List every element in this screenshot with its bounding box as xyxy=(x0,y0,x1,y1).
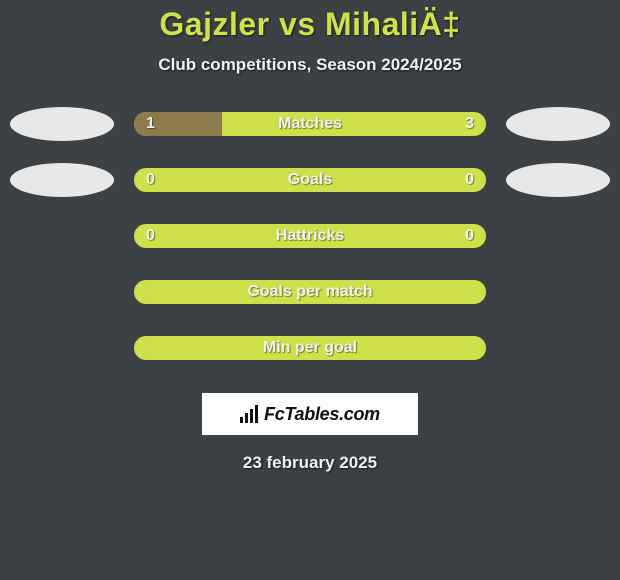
right-player-oval xyxy=(506,163,610,197)
stat-bar: 0 Goals 0 xyxy=(134,168,486,192)
stat-row: 0 Hattricks 0 xyxy=(10,219,610,253)
branding-text: FcTables.com xyxy=(264,404,380,425)
stat-left-value: 1 xyxy=(146,115,155,133)
page-subtitle: Club competitions, Season 2024/2025 xyxy=(0,55,620,75)
stat-row: 1 Matches 3 xyxy=(10,107,610,141)
stat-right-value: 0 xyxy=(465,227,474,245)
stat-label: Matches xyxy=(278,115,342,133)
stat-left-value: 0 xyxy=(146,171,155,189)
stat-bar: Min per goal xyxy=(134,336,486,360)
stat-right-value: 3 xyxy=(465,115,474,133)
bar-chart-icon xyxy=(240,405,258,423)
stat-bar: 1 Matches 3 xyxy=(134,112,486,136)
stat-label: Min per goal xyxy=(263,339,357,357)
left-player-oval xyxy=(10,107,114,141)
stat-label: Hattricks xyxy=(276,227,344,245)
stat-left-value: 0 xyxy=(146,227,155,245)
left-player-oval xyxy=(10,163,114,197)
date-label: 23 february 2025 xyxy=(0,453,620,473)
stat-row: Goals per match xyxy=(10,275,610,309)
stat-row: Min per goal xyxy=(10,331,610,365)
stat-right-value: 0 xyxy=(465,171,474,189)
stat-bars-container: 1 Matches 3 0 Goals 0 0 Hattricks 0 Goals per mat… xyxy=(0,107,620,365)
branding-badge: FcTables.com xyxy=(202,393,418,435)
stat-row: 0 Goals 0 xyxy=(10,163,610,197)
comparison-card: Gajzler vs MihaliÄ‡ Club competitions, S… xyxy=(0,0,620,580)
stat-bar: Goals per match xyxy=(134,280,486,304)
stat-label: Goals per match xyxy=(247,283,372,301)
right-player-oval xyxy=(506,107,610,141)
stat-bar: 0 Hattricks 0 xyxy=(134,224,486,248)
stat-label: Goals xyxy=(288,171,332,189)
page-title: Gajzler vs MihaliÄ‡ xyxy=(0,6,620,43)
